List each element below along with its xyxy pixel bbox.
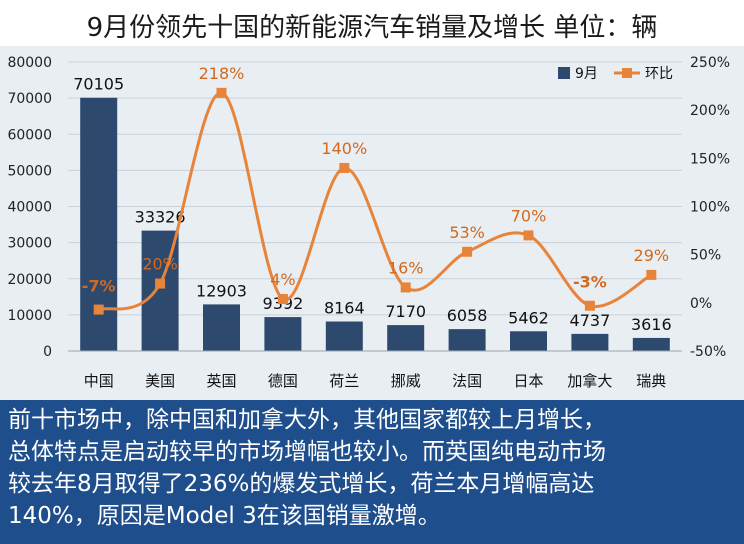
y-tick-left: 20000	[7, 272, 52, 288]
y-tick-left: 80000	[7, 55, 52, 71]
y-tick-right: 0%	[690, 296, 712, 312]
x-tick-label: 法国	[452, 372, 482, 390]
plot-area	[0, 46, 744, 400]
bar	[632, 337, 670, 351]
x-tick-label: 加拿大	[567, 372, 612, 390]
line-value-label: 4%	[270, 270, 295, 289]
line-value-label: 70%	[511, 206, 547, 225]
line-value-label: 218%	[199, 64, 245, 83]
x-tick-label: 荷兰	[329, 372, 359, 390]
line-marker	[584, 300, 595, 311]
chart-title: 9月份领先十国的新能源汽车销量及增长 单位：辆	[86, 13, 658, 43]
bar-value-label: 70105	[73, 75, 124, 94]
combo-chart: 0 10000 20000 30000 40000 50000 60000 70000 8000…	[7, 55, 730, 390]
line-marker	[277, 293, 288, 304]
y-tick-left: 50000	[7, 163, 52, 179]
title-bar: 9月份领先十国的新能源汽车销量及增长 单位：辆	[0, 0, 744, 46]
bar-value-label: 33326	[135, 208, 186, 227]
line-marker	[155, 278, 166, 289]
y-tick-left: 60000	[7, 127, 52, 143]
line-marker	[339, 162, 350, 173]
line-value-label: 53%	[449, 223, 485, 242]
caption: 前十市场中，除中国和加拿大外，其他国家都较上月增长， 总体特点是启动较早的市场增…	[8, 404, 738, 532]
bar-value-label: 3616	[631, 315, 672, 334]
y-tick-left: 40000	[7, 200, 52, 216]
bar	[203, 304, 240, 351]
x-tick-label: 挪威	[391, 372, 421, 390]
line-value-label: -7%	[82, 277, 116, 296]
y-tick-right: 150%	[690, 151, 730, 167]
line-value-label: -3%	[573, 273, 607, 292]
x-tick-label: 美国	[145, 372, 175, 390]
bar	[448, 329, 486, 351]
bar-value-label: 7170	[385, 302, 426, 321]
y-tick-left: 10000	[7, 308, 52, 324]
legend-line-label: 环比	[645, 66, 673, 82]
x-tick-label: 德国	[268, 372, 298, 390]
y-tick-right: 250%	[690, 55, 730, 71]
bar-value-label: 5462	[508, 308, 549, 327]
bar-value-label: 8164	[324, 299, 365, 318]
line-series-path	[98, 91, 653, 312]
bar	[571, 333, 609, 351]
legend-bar-label: 9月	[575, 66, 598, 82]
y-tick-right: 50%	[690, 248, 721, 264]
caption-line: 140%，原因是Model 3在该国销量激增。	[8, 503, 441, 529]
y-tick-left: 0	[43, 344, 52, 360]
x-tick-label: 英国	[206, 372, 236, 390]
x-tick-label: 日本	[513, 372, 543, 390]
line-value-label: 16%	[388, 258, 424, 277]
bar	[510, 331, 547, 351]
caption-line: 总体特点是启动较早的市场增幅也较小。而英国纯电动市场	[8, 439, 606, 465]
bar-value-label: 6058	[447, 306, 488, 325]
bar	[264, 317, 302, 351]
line-marker	[93, 304, 104, 315]
caption-line: 较去年8月取得了236%的爆发式增长，荷兰本月增幅高达	[8, 471, 595, 497]
line-value-label: 20%	[142, 255, 178, 274]
caption-line: 前十市场中，除中国和加拿大外，其他国家都较上月增长，	[8, 407, 606, 433]
x-tick-label: 中国	[84, 372, 114, 390]
line-marker	[462, 246, 473, 257]
legend-line-marker	[622, 68, 632, 78]
line-value-label: 140%	[321, 139, 367, 158]
bar	[325, 321, 363, 351]
line-marker	[646, 269, 657, 280]
y-tick-left: 30000	[7, 236, 52, 252]
y-tick-right: -50%	[690, 344, 726, 360]
bar	[387, 325, 425, 351]
x-tick-label: 瑞典	[636, 372, 666, 390]
bar-value-label: 4737	[570, 311, 611, 330]
line-value-label: 29%	[634, 246, 670, 265]
line-marker	[400, 282, 411, 293]
y-tick-right: 200%	[690, 103, 730, 119]
line-marker	[216, 87, 227, 98]
bar-value-label: 12903	[196, 281, 247, 300]
y-tick-right: 100%	[690, 200, 730, 216]
y-tick-left: 70000	[7, 91, 52, 107]
line-marker	[523, 230, 534, 241]
legend-bar-swatch	[558, 67, 570, 79]
